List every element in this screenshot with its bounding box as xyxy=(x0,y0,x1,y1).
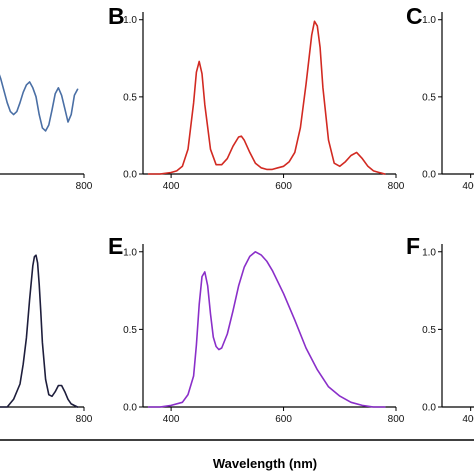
panel-c-y-tick-label: 1.0 xyxy=(422,15,436,26)
panel-c-y-tick-label: 0.0 xyxy=(422,170,436,181)
panel-f-y-tick-label: 0.5 xyxy=(422,325,436,336)
panel-a: 800 xyxy=(0,74,93,192)
panels-layer: 8004006008000.00.51.0B4000.00.51.0C80040… xyxy=(0,3,474,425)
panel-e-letter: E xyxy=(108,233,123,259)
panel-d-series-line xyxy=(0,254,79,408)
panel-e-y-tick-label: 0.0 xyxy=(123,403,137,414)
panel-d-x-tick-label: 800 xyxy=(76,414,93,425)
panel-b-x-tick-label: 800 xyxy=(388,181,405,192)
panel-f: 400 0.0 0.5 1.0F xyxy=(406,233,474,425)
panel-c-letter: C xyxy=(406,3,423,29)
panel-f-y-tick-label: 0.0 xyxy=(422,403,436,414)
panel-c-y-tick-label: 0.5 xyxy=(422,92,436,103)
panel-b-x-tick-label: 400 xyxy=(163,181,180,192)
panel-b-y-tick-label: 1.0 xyxy=(123,15,137,26)
panel-b-y-tick-label: 0.5 xyxy=(123,92,137,103)
panel-e-series-line xyxy=(147,251,386,408)
panel-e: 400 600 800 0.0 0.5 1.0E xyxy=(108,233,405,425)
panel-b-letter: B xyxy=(108,3,125,29)
panel-e-x-tick-label: 400 xyxy=(163,414,180,425)
panel-c: 400 0.0 0.5 1.0C xyxy=(406,3,474,192)
panel-b-x-tick-label: 600 xyxy=(275,181,292,192)
panel-f-letter: F xyxy=(406,233,420,259)
panel-b-y-tick-label: 0.0 xyxy=(123,170,137,181)
panel-a-x-tick-label: 800 xyxy=(76,181,93,192)
panel-f-x-tick-label: 400 xyxy=(462,414,474,425)
panel-e-y-tick-label: 0.5 xyxy=(123,325,137,336)
panel-b: 400 600 800 0.0 0.5 1.0B xyxy=(108,3,405,192)
panel-b-series-line xyxy=(147,20,386,175)
panel-c-x-tick-label: 400 xyxy=(462,181,474,192)
panel-f-y-tick-label: 1.0 xyxy=(422,247,436,258)
panel-e-y-tick-label: 1.0 xyxy=(123,247,137,258)
panel-d: 800 xyxy=(0,254,93,425)
panel-e-x-tick-label: 800 xyxy=(388,414,405,425)
figure-x-axis-label: Wavelength (nm) xyxy=(213,456,317,471)
panel-a-series-line xyxy=(0,74,79,132)
panel-e-x-tick-label: 600 xyxy=(275,414,292,425)
